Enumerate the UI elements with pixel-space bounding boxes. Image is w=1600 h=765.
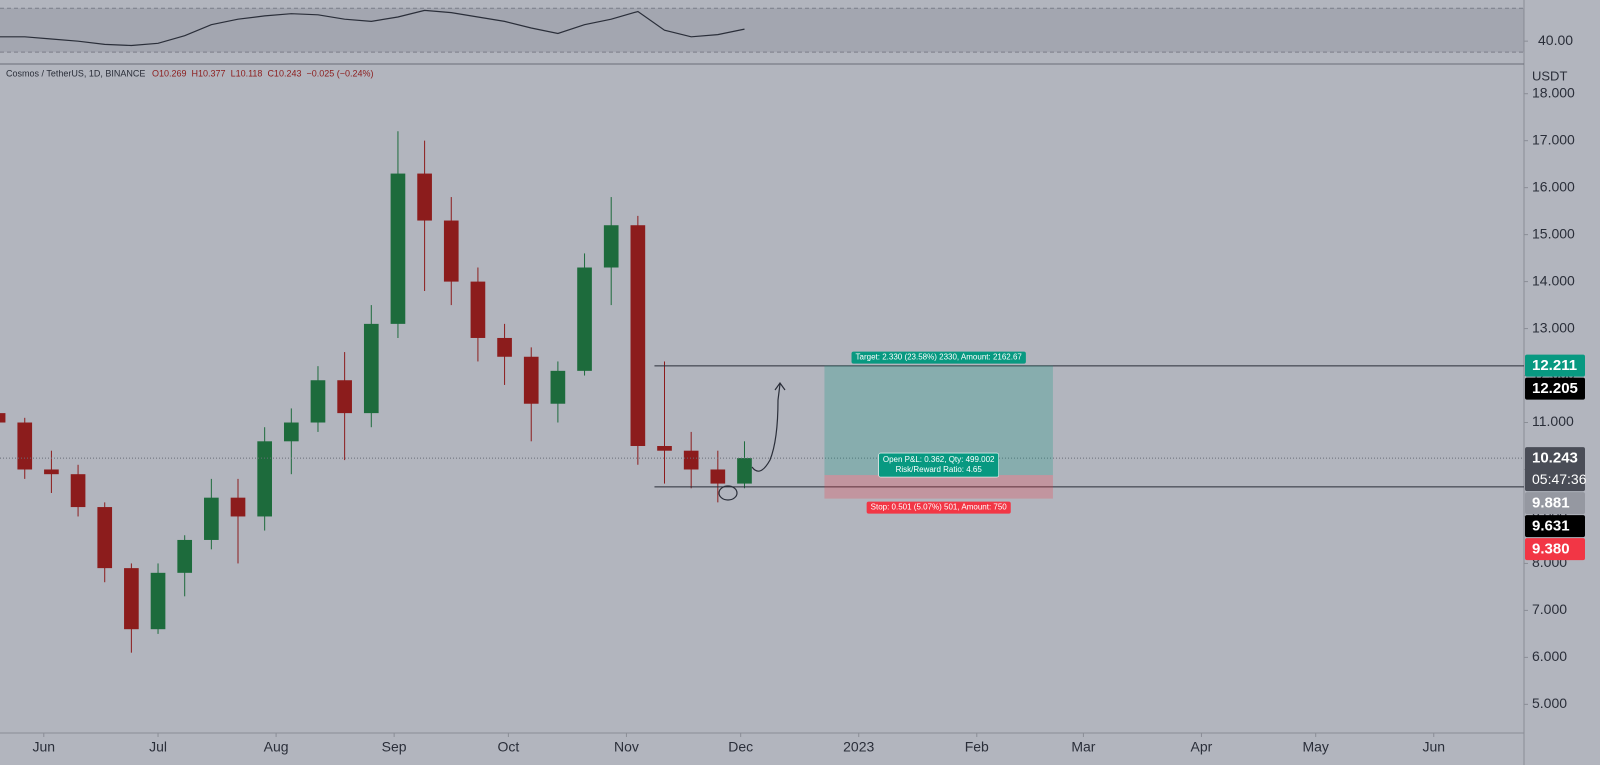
candle-body xyxy=(124,568,139,630)
price-label-bg xyxy=(1525,354,1585,377)
candle-body xyxy=(70,474,86,508)
target-label-bg xyxy=(851,351,1026,364)
price-label-bg xyxy=(1525,538,1585,561)
price-label: 9.380 xyxy=(1532,541,1570,558)
rsi-line xyxy=(0,9,745,47)
target-label: Target: 2.330 (23.58%) 2330, Amount: 216… xyxy=(856,353,1023,362)
candle-body xyxy=(497,337,512,357)
x-tick-label: Dec xyxy=(728,739,753,755)
price-label: 10.243 xyxy=(1532,450,1578,467)
ohlc-legend: O10.269 xyxy=(152,68,187,78)
y-tick-label: 18.000 xyxy=(1532,84,1575,100)
price-label: 9.881 xyxy=(1532,495,1570,512)
candle-body xyxy=(417,173,432,221)
candle-body xyxy=(17,422,33,470)
symbol-legend: Cosmos / TetherUS, 1D, BINANCE xyxy=(6,68,145,78)
price-label: 9.631 xyxy=(1532,518,1570,535)
candle-body xyxy=(0,413,6,423)
candle-body xyxy=(204,497,219,540)
x-tick-label: Jul xyxy=(149,739,167,755)
candle-body xyxy=(470,281,486,338)
candle-body xyxy=(337,380,352,414)
candle-body xyxy=(550,370,566,404)
y-tick-label: 16.000 xyxy=(1532,178,1575,194)
ohlc-legend: H10.377 xyxy=(192,68,226,78)
candle-body xyxy=(230,497,246,517)
rsi-tick-label: 40.00 xyxy=(1538,32,1573,48)
stop-label-bg xyxy=(866,501,1011,514)
y-tick-label: 5.000 xyxy=(1532,695,1567,711)
candle-body xyxy=(44,469,59,475)
rsi-band xyxy=(0,8,1524,53)
x-tick-label: Oct xyxy=(497,739,519,755)
candle-body xyxy=(257,441,272,517)
ohlc-legend: −0.025 (−0.24%) xyxy=(306,68,373,78)
x-tick-label: Sep xyxy=(382,739,407,755)
price-label-bg xyxy=(1525,447,1585,492)
candle-body xyxy=(683,450,699,470)
x-tick-label: Mar xyxy=(1071,739,1095,755)
stop-label: Stop: 0.501 (5.07%) 501, Amount: 750 xyxy=(871,503,1008,512)
candle-body xyxy=(97,507,113,569)
x-tick-label: Jun xyxy=(33,739,56,755)
y-tick-label: 7.000 xyxy=(1532,601,1567,617)
y-tick-label: 11.000 xyxy=(1532,413,1574,429)
candle-body xyxy=(523,356,539,404)
price-label-bg xyxy=(1525,515,1585,538)
candle-body xyxy=(577,267,592,371)
candle-body xyxy=(310,380,326,423)
y-tick-label: 15.000 xyxy=(1532,225,1575,241)
axis-unit: USDT xyxy=(1532,68,1567,83)
x-tick-label: Apr xyxy=(1191,739,1213,755)
candle-body xyxy=(657,446,672,451)
ratio-label: Risk/Reward Ratio: 4.65 xyxy=(896,465,983,474)
pnl-label: Open P&L: 0.362, Qty: 499.002 xyxy=(883,455,995,464)
drawn-arrow-head xyxy=(774,381,786,391)
x-tick-label: Aug xyxy=(264,739,289,755)
candle-body xyxy=(630,225,646,447)
drawn-circle xyxy=(718,485,738,501)
x-tick-label: Nov xyxy=(614,739,639,755)
price-label: 12.211 xyxy=(1532,357,1577,374)
drawn-arrow xyxy=(751,383,781,472)
y-tick-label: 13.000 xyxy=(1532,319,1575,335)
x-tick-label: 2023 xyxy=(843,739,874,755)
ohlc-legend: L10.118 xyxy=(231,68,263,78)
candle-body xyxy=(150,572,166,630)
candle-body xyxy=(737,458,752,484)
price-label-bg xyxy=(1525,377,1585,400)
x-tick-label: May xyxy=(1302,739,1328,755)
x-tick-label: Feb xyxy=(965,739,989,755)
candle-body xyxy=(283,422,299,442)
y-tick-label: 14.000 xyxy=(1532,272,1575,288)
candle-body xyxy=(603,225,619,268)
candle-body xyxy=(177,539,193,573)
candle-body xyxy=(390,173,406,324)
x-tick-label: Jun xyxy=(1422,739,1445,755)
candle-body xyxy=(710,469,726,484)
candle-body xyxy=(443,220,459,282)
candle-body xyxy=(363,323,379,414)
countdown-label: 05:47:36 xyxy=(1532,471,1587,487)
stop-zone xyxy=(824,475,1053,499)
ohlc-legend: C10.243 xyxy=(267,68,301,78)
price-label-bg xyxy=(1525,492,1585,515)
y-tick-label: 6.000 xyxy=(1532,648,1567,664)
pnl-label-bg xyxy=(878,452,999,478)
price-label: 12.205 xyxy=(1532,380,1578,397)
y-tick-label: 17.000 xyxy=(1532,131,1575,147)
